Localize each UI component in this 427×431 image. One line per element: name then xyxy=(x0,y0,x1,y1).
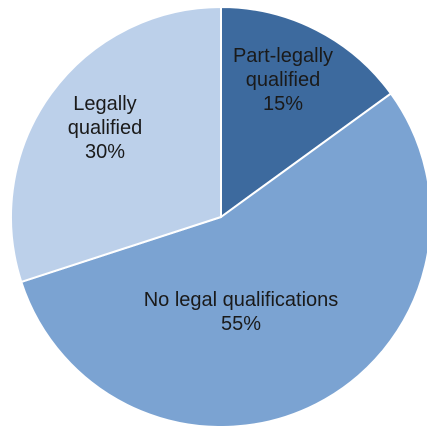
slice-label-0-line-1: qualified xyxy=(246,69,321,91)
slice-label-0-line-0: Part-legally xyxy=(233,45,333,67)
pie-slice-2 xyxy=(10,5,222,284)
slice-label-2-line-1: qualified xyxy=(68,117,143,139)
slice-value-label-2: 30% xyxy=(85,141,125,163)
slice-label-1-line-0: No legal qualifications xyxy=(144,289,339,311)
pie-slice-0 xyxy=(220,5,393,219)
pie-slice-1 xyxy=(20,92,427,428)
slices-layer xyxy=(10,5,427,428)
slice-label-2-line-0: Legally xyxy=(73,93,136,115)
slice-value-label-0: 15% xyxy=(263,93,303,115)
slice-value-label-1: 55% xyxy=(221,313,261,335)
